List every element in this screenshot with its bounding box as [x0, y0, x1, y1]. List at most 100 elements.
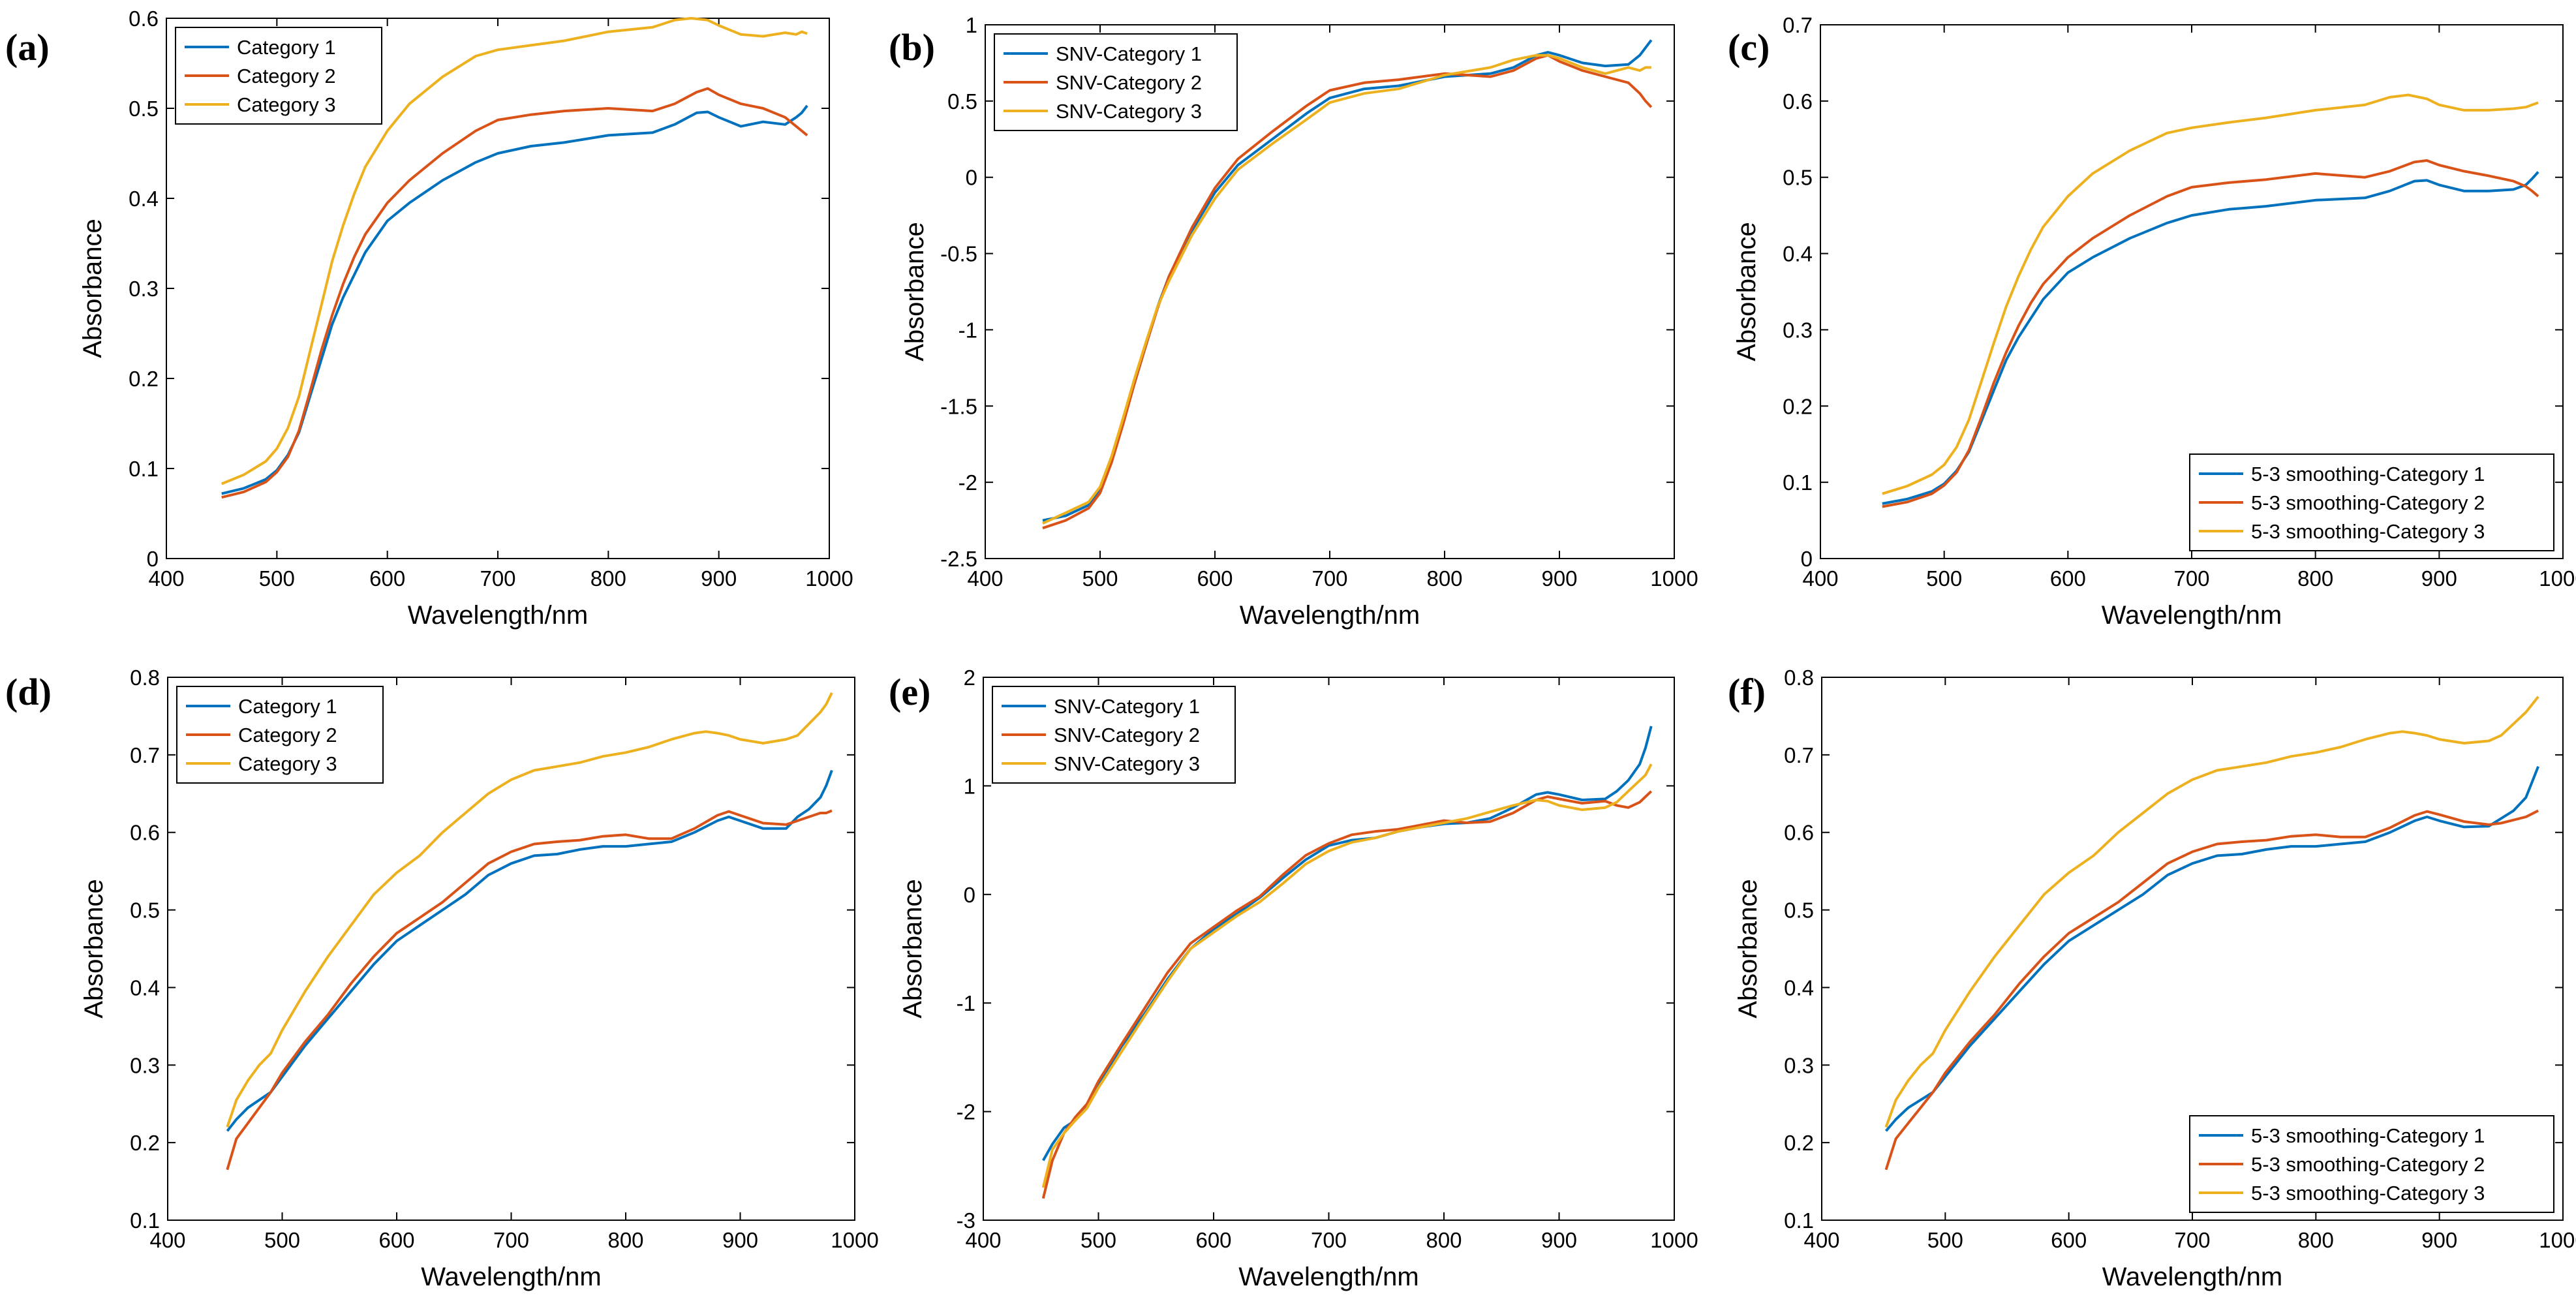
- y-tick-label: 0.4: [130, 975, 160, 1000]
- legend: Category 1 Category 2 Category 3: [176, 686, 384, 784]
- x-axis-label: Wavelength/nm: [408, 601, 588, 630]
- y-tick-label: 0.6: [1784, 821, 1814, 845]
- x-tick-label: 800: [1426, 566, 1462, 591]
- x-tick-label: 1000: [805, 566, 853, 591]
- y-tick-label: 0.8: [130, 666, 160, 690]
- series-line-2: [1884, 809, 2539, 1171]
- x-axis-label: Wavelength/nm: [2102, 1263, 2282, 1291]
- chart-panel-2: (b) 400 500 600 700 800 900 1000 -2.5 -2 -1.5 -1 -0.…: [889, 13, 1698, 630]
- x-tick-label: 600: [1195, 1228, 1231, 1252]
- y-tick-label: 0.5: [1784, 898, 1814, 923]
- y-tick-label: 0.6: [1783, 89, 1813, 114]
- legend: Category 1 Category 2 Category 3: [175, 27, 382, 125]
- y-tick-label: 0.2: [129, 367, 159, 391]
- legend-box: [992, 686, 1236, 784]
- series-line-1: [1884, 765, 2539, 1132]
- y-axis-label: Absorbance: [80, 879, 108, 1018]
- panel-letter: (d): [5, 671, 52, 713]
- y-tick-label: -0.5: [940, 242, 977, 266]
- y-tick-label: 0.1: [129, 457, 159, 481]
- x-tick-label: 900: [1541, 1228, 1577, 1252]
- y-tick-label: 0.3: [1783, 318, 1813, 342]
- y-tick-label: 0.7: [1783, 13, 1813, 37]
- y-tick-label: 2: [964, 666, 975, 690]
- series-line-2: [1042, 54, 1653, 530]
- y-tick-label: -1: [958, 318, 977, 342]
- x-tick-label: 600: [1197, 566, 1233, 591]
- legend-entry: 5-3 smoothing-Category 2: [2251, 1153, 2485, 1176]
- x-tick-label: 1000: [1650, 1228, 1698, 1252]
- y-tick-label: -2.5: [940, 547, 977, 571]
- x-tick-label: 600: [2050, 566, 2086, 591]
- x-axis-label: Wavelength/nm: [1240, 601, 1420, 630]
- legend-entry: 5-3 smoothing-Category 3: [2251, 520, 2485, 543]
- x-tick-label: 600: [2051, 1228, 2087, 1252]
- y-tick-label: 0.7: [130, 743, 160, 767]
- legend-entry: Category 1: [237, 36, 336, 59]
- y-tick-label: 0.6: [129, 7, 159, 31]
- y-tick-label: 0.5: [1783, 166, 1813, 190]
- y-tick-label: 0.5: [947, 89, 977, 114]
- x-tick-label: 500: [264, 1228, 300, 1252]
- panel-letter: (c): [1728, 26, 1770, 69]
- x-tick-label: 500: [1081, 1228, 1116, 1252]
- x-tick-label: 400: [967, 566, 1003, 591]
- x-tick-label: 800: [590, 566, 626, 591]
- y-axis-label: Absorbance: [1734, 879, 1762, 1018]
- panel-letter: (e): [889, 671, 930, 713]
- y-tick-label: 0.2: [1784, 1131, 1814, 1155]
- x-tick-label: 1000: [831, 1228, 878, 1252]
- x-tick-label: 700: [1311, 1228, 1347, 1252]
- y-tick-label: -1: [957, 991, 975, 1015]
- x-tick-label: 500: [259, 566, 295, 591]
- legend-entry: Category 3: [237, 93, 336, 116]
- y-tick-label: 0.7: [1784, 743, 1814, 767]
- legend-entry: Category 2: [237, 65, 336, 87]
- y-tick-label: 0: [1801, 547, 1813, 571]
- x-tick-label: 600: [369, 566, 405, 591]
- legend-entry: SNV-Category 3: [1054, 752, 1200, 775]
- legend-entry: SNV-Category 3: [1056, 100, 1202, 123]
- legend-entry: SNV-Category 1: [1056, 42, 1202, 65]
- chart-panel-3: (c) 400 500 600 700 800 900 1000 0 0.1 0.2 0.3 0.4 0.…: [1728, 13, 2576, 630]
- panel-letter: (a): [5, 26, 50, 69]
- y-tick-label: -3: [957, 1208, 975, 1233]
- series-line-2: [221, 87, 808, 499]
- legend-entry: SNV-Category 2: [1056, 71, 1202, 94]
- x-tick-label: 800: [607, 1228, 643, 1252]
- y-tick-label: -2: [957, 1100, 975, 1124]
- x-tick-label: 400: [1803, 1228, 1839, 1252]
- series-line-2: [226, 809, 833, 1171]
- chart-panel-4: (d) 400 500 600 700 800 900 1000 0.1 0.2 0.3 0.4 0.5…: [5, 666, 879, 1291]
- legend-box: [2189, 453, 2554, 551]
- x-tick-label: 700: [480, 566, 515, 591]
- y-tick-label: 0.1: [1784, 1208, 1814, 1233]
- x-axis-label: Wavelength/nm: [421, 1263, 601, 1291]
- y-tick-label: 1: [966, 13, 977, 37]
- y-tick-label: 0: [147, 547, 159, 571]
- legend-entry: 5-3 smoothing-Category 1: [2251, 463, 2485, 485]
- y-tick-label: 1: [964, 774, 975, 798]
- y-axis-label: Absorbance: [78, 219, 107, 358]
- y-tick-label: 0.3: [129, 277, 159, 301]
- x-tick-label: 900: [2421, 1228, 2457, 1252]
- y-tick-label: 0.1: [130, 1208, 160, 1233]
- y-tick-label: -1.5: [940, 394, 977, 418]
- legend-entry: Category 1: [238, 695, 337, 718]
- panel-letter: (f): [1728, 671, 1766, 713]
- legend-entry: SNV-Category 1: [1054, 695, 1200, 718]
- x-axis-label: Wavelength/nm: [1238, 1263, 1418, 1291]
- y-tick-label: 0.5: [130, 898, 160, 923]
- y-tick-label: 0.1: [1783, 470, 1813, 495]
- y-tick-label: 0.4: [129, 187, 159, 211]
- legend-entry: SNV-Category 2: [1054, 724, 1200, 746]
- x-tick-label: 400: [148, 566, 184, 591]
- legend: SNV-Category 1 SNV-Category 2 SNV-Category…: [992, 686, 1236, 784]
- x-tick-label: 1000: [2539, 1228, 2576, 1252]
- y-tick-label: 0: [966, 166, 977, 190]
- series-line-3: [1884, 696, 2539, 1128]
- x-tick-label: 900: [1541, 566, 1577, 591]
- x-tick-label: 500: [1926, 566, 1962, 591]
- chart-panel-6: (f) 400 500 600 700 800 900 1000 0.1 0.2 0.3 0.4 0.5…: [1728, 666, 2576, 1291]
